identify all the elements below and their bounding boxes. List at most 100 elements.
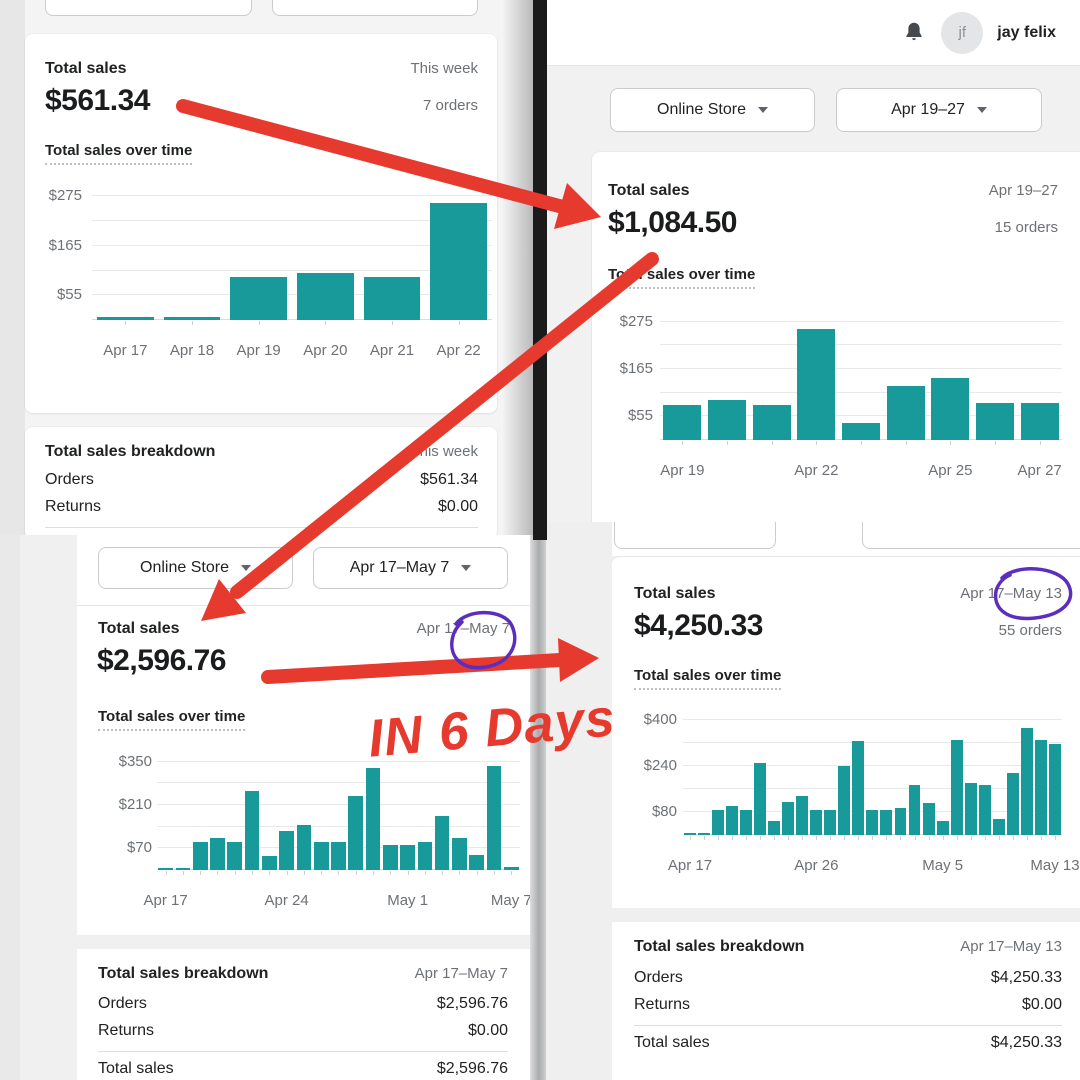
x-axis-label: Apr 17	[143, 892, 188, 909]
x-axis-label: Apr 22	[436, 342, 481, 359]
admin-header: jf jay felix	[547, 0, 1080, 66]
bar-apr-19	[663, 404, 702, 440]
bar-slot	[865, 708, 879, 840]
bar-slot	[936, 708, 950, 840]
sales-bars	[683, 708, 1062, 840]
bar-slot	[879, 708, 893, 840]
sales-bars	[92, 185, 492, 325]
bar-apr-30	[866, 810, 879, 835]
bar-apr-24	[279, 831, 294, 870]
bar-apr-17	[684, 833, 696, 835]
bar-slot	[753, 708, 767, 840]
bar-apr-18	[163, 317, 221, 320]
x-axis-label: May 13	[1030, 857, 1080, 874]
chevron-down-icon	[976, 107, 987, 113]
x-axis-label: Apr 21	[369, 342, 415, 359]
total-sales-chart: $70 $210 $350 Apr 17 Apr 24 May 1 May 7	[97, 751, 532, 909]
bar-apr-21	[227, 842, 243, 870]
bar-may-6	[950, 739, 963, 835]
chart-title[interactable]: Total sales over time	[608, 266, 756, 289]
date-filter-face	[862, 522, 1080, 549]
bar-apr-25	[931, 377, 970, 440]
bar-slot	[364, 751, 381, 875]
y-axis-label: $350	[118, 752, 152, 770]
avatar[interactable]: jf	[941, 11, 984, 54]
bar-slot	[809, 708, 823, 840]
total-sales-value: $2,596.76	[97, 644, 226, 677]
bar-apr-27	[331, 842, 346, 870]
y-axis: $80 $240 $400	[634, 708, 677, 835]
x-axis: Apr 19 Apr 22 Apr 25 Apr 27	[660, 452, 1062, 479]
avatar-initials: jf	[958, 24, 967, 41]
bar-apr-26	[810, 810, 823, 835]
bar-apr-22	[754, 762, 767, 835]
chart-plot	[157, 751, 520, 875]
bar-slot	[928, 311, 973, 445]
y-axis-label: $80	[651, 802, 677, 820]
bar-apr-23	[842, 422, 880, 440]
x-axis-label: Apr 18	[169, 342, 215, 359]
bar-slot	[209, 751, 226, 875]
bar-apr-24	[782, 801, 795, 835]
y-axis: $55 $165 $275	[608, 311, 653, 440]
store-filter-button[interactable]	[614, 522, 776, 550]
range-prefix: Apr 17–	[960, 585, 1013, 602]
bar-slot	[416, 751, 433, 875]
bar-may-6	[486, 766, 502, 870]
x-axis-label: Apr 22	[794, 462, 839, 479]
panel-top-left: Online Store This week Total sales This …	[0, 0, 547, 535]
bell-icon[interactable]	[901, 20, 927, 46]
bar-slot	[908, 708, 922, 840]
row-value: $2,596.76	[436, 995, 508, 1012]
breakdown-heading: Total sales breakdown	[98, 965, 269, 982]
store-filter-button[interactable]: Online Store	[45, 0, 252, 17]
bar-slot	[359, 185, 426, 325]
store-filter-button[interactable]: Online Store	[610, 88, 815, 132]
scrollbar[interactable]	[501, 0, 533, 535]
chart-title[interactable]: Total sales over time	[634, 667, 782, 690]
gridline	[157, 760, 520, 762]
date-filter-button[interactable]: Apr 19–27	[836, 88, 1042, 132]
user-name[interactable]: jay felix	[997, 23, 1056, 41]
breakdown-range: Apr 17–May 7	[414, 965, 508, 982]
bar-may-7	[964, 783, 977, 835]
store-filter-label: Online Store	[104, 0, 193, 4]
bar-slot	[451, 751, 468, 875]
range-label: This week	[410, 60, 478, 77]
orders-count: 15 orders	[994, 219, 1058, 236]
range-label: Apr 17–May 7	[417, 620, 510, 637]
date-filter-label: This week	[339, 0, 411, 4]
row-value: $4,250.33	[990, 969, 1062, 986]
x-axis-label: Apr 27	[1017, 462, 1062, 479]
bar-apr-27	[1020, 403, 1059, 440]
total-sales-value: $4,250.33	[634, 609, 763, 642]
x-axis-label: Apr 25	[928, 462, 973, 479]
chevron-down-icon	[461, 565, 472, 571]
gridline	[157, 804, 520, 806]
orders-count: 35 orders	[446, 657, 510, 674]
bar-slot	[683, 708, 697, 840]
bar-may-10	[1006, 772, 1019, 835]
bar-apr-28	[348, 795, 364, 870]
chart-plot	[92, 185, 492, 325]
date-filter-button[interactable]: Apr 17–May 7	[313, 547, 508, 589]
bar-slot	[837, 708, 851, 840]
chart-title[interactable]: Total sales over time	[98, 708, 246, 731]
bar-may-2	[417, 842, 433, 870]
row-value: $2,596.76	[436, 1060, 508, 1077]
x-axis-label: Apr 26	[794, 857, 839, 874]
date-filter-button[interactable]	[862, 522, 1080, 550]
range-label: Apr 17–May 13	[960, 585, 1062, 602]
y-axis-label: $400	[643, 710, 677, 728]
date-filter-button[interactable]: This week	[272, 0, 478, 17]
breakdown-range: Apr 17–May 13	[960, 938, 1062, 955]
scrollbar[interactable]	[530, 535, 546, 1080]
chart-title[interactable]: Total sales over time	[45, 142, 193, 165]
total-sales-heading: Total sales	[45, 60, 127, 77]
store-filter-button[interactable]: Online Store	[98, 547, 293, 589]
bar-apr-19	[712, 810, 725, 835]
gridline	[157, 782, 520, 784]
bar-slot	[347, 751, 364, 875]
gridline	[683, 787, 1062, 789]
